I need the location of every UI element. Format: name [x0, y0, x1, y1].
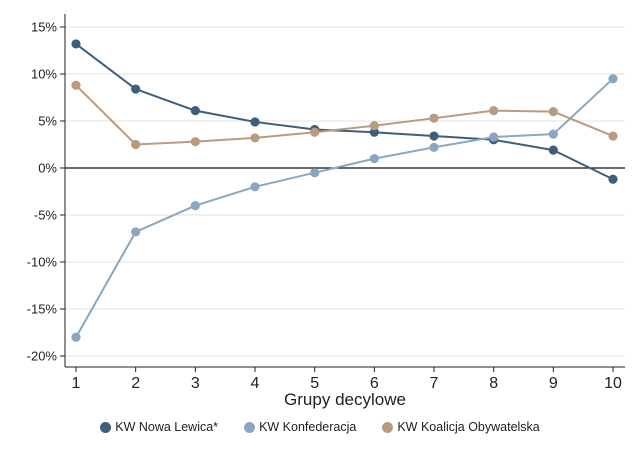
- legend-item-2: KW Konfederacja: [244, 420, 356, 434]
- series-point-3: [608, 131, 618, 141]
- legend-marker: [382, 421, 394, 433]
- series-point-1: [250, 117, 260, 127]
- line-chart: -20% -15% -10% -5% 0% 5% 10% 15% 1 2 3 4 5 6 7 8 9 10 Gr…: [27, 14, 625, 409]
- series-point-2: [369, 154, 379, 164]
- x-tick-label: 2: [131, 375, 140, 392]
- series-point-3: [489, 106, 499, 116]
- y-tick-label: 0%: [38, 161, 57, 176]
- series-point-2: [608, 74, 618, 84]
- y-tick-label: -15%: [27, 302, 58, 317]
- legend-item-3: KW Koalicja Obywatelska: [382, 420, 540, 434]
- x-tick-label: 1: [72, 375, 81, 392]
- x-tick-labels: 1 2 3 4 5 6 7 8 9 10: [72, 367, 622, 392]
- series-point-3: [548, 107, 558, 117]
- series-point-3: [71, 80, 81, 90]
- legend-item-1: KW Nowa Lewica*: [100, 420, 218, 434]
- series-point-3: [429, 113, 439, 123]
- series-point-1: [190, 106, 200, 116]
- series-point-1: [548, 145, 558, 155]
- x-axis-title: Grupy decylowe: [284, 390, 406, 409]
- y-tick-label: -5%: [34, 208, 58, 223]
- y-tick-label: -10%: [27, 255, 58, 270]
- series-line-1: [75, 43, 614, 181]
- series-point-3: [190, 137, 200, 147]
- legend-label: KW Koalicja Obywatelska: [397, 420, 540, 434]
- series-point-2: [489, 132, 499, 142]
- legend-marker: [100, 421, 112, 433]
- series-point-3: [250, 133, 260, 143]
- grid-lines: [65, 26, 625, 357]
- series: [71, 39, 618, 342]
- series-point-2: [429, 142, 439, 152]
- series-point-1: [71, 39, 81, 49]
- axes: [64, 14, 625, 368]
- legend-marker: [244, 421, 256, 433]
- series-point-2: [131, 227, 141, 237]
- y-tick-labels: -20% -15% -10% -5% 0% 5% 10% 15%: [27, 20, 65, 364]
- series-point-2: [71, 332, 81, 342]
- legend: KW Nowa Lewica* KW Konfederacja KW Koalicj…: [0, 420, 640, 434]
- series-point-2: [250, 182, 260, 192]
- series-point-3: [310, 127, 320, 137]
- series-point-2: [548, 129, 558, 139]
- x-tick-label: 9: [549, 375, 558, 392]
- series-line-3: [75, 84, 614, 146]
- x-tick-label: 3: [191, 375, 200, 392]
- y-tick-label: -20%: [27, 349, 58, 364]
- series-point-2: [310, 168, 320, 178]
- series-point-1: [608, 174, 618, 184]
- legend-label: KW Nowa Lewica*: [115, 420, 219, 434]
- x-tick-label: 7: [430, 375, 439, 392]
- x-tick-label: 4: [251, 375, 260, 392]
- x-tick-label: 5: [310, 375, 319, 392]
- y-tick-label: 10%: [31, 67, 57, 82]
- series-point-2: [190, 201, 200, 211]
- legend-label: KW Konfederacja: [259, 420, 357, 434]
- series-point-1: [429, 131, 439, 141]
- series-point-3: [131, 139, 141, 150]
- series-point-3: [369, 121, 379, 131]
- x-tick-label: 10: [604, 375, 622, 392]
- y-tick-label: 5%: [38, 114, 57, 129]
- y-tick-label: 15%: [31, 20, 57, 35]
- x-tick-label: 8: [489, 375, 498, 392]
- series-line-2: [75, 77, 614, 338]
- x-tick-label: 6: [370, 375, 379, 392]
- series-point-1: [369, 127, 379, 137]
- series-point-1: [131, 84, 141, 94]
